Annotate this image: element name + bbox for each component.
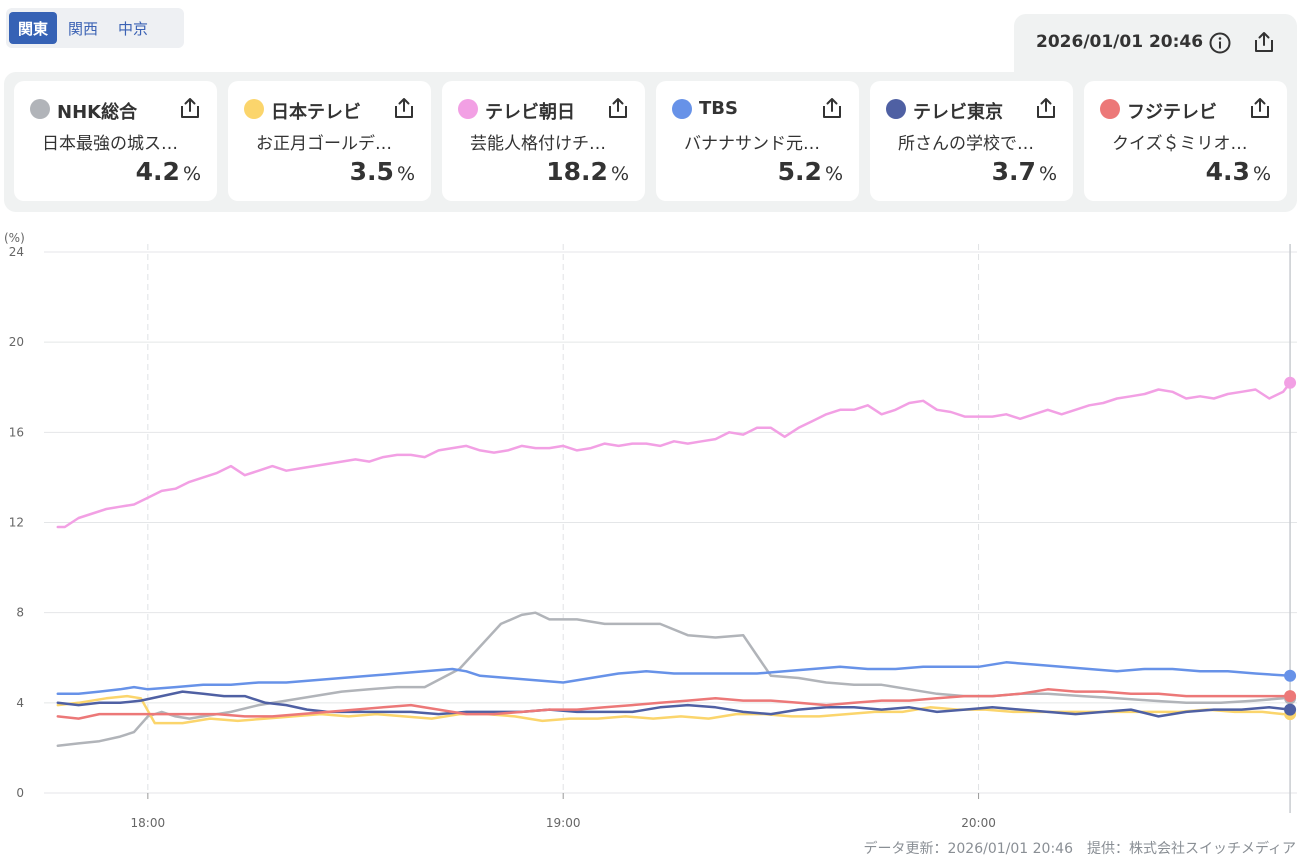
series-line [56,381,1292,529]
series-line [56,688,1292,720]
series-end-marker [1284,703,1297,716]
program-title: 芸能人格付けチ… [470,134,606,154]
series-end-marker [1284,376,1297,389]
region-tab-kansai[interactable]: 関西 [68,19,99,38]
channel-name: テレビ朝日 [485,102,575,123]
rating-value: 4.3% [1206,157,1271,186]
program-title: お正月ゴールデ… [256,134,392,154]
rating-unit: % [824,163,843,185]
x-tick-label: 19:00 [546,816,581,830]
rating-number: 4.3 [1205,157,1250,186]
channel-color-dot [672,99,692,119]
share-icon[interactable] [177,95,203,121]
channel-color-dot [1100,99,1120,119]
rating-value: 5.2% [778,157,843,186]
channel-name: NHK総合 [57,102,138,123]
channel-cards: NHK総合 日本最強の城ス… 4.2% 日本テレビ お正月ゴールデ… 3.5% … [10,81,1292,201]
ratings-panel: 2026/01/01 20:46 [4,14,1297,212]
y-tick-label: 0 [16,786,24,800]
series-line [56,661,1292,696]
channel-card-tv-tokyo[interactable]: テレビ東京 所さんの学校で… 3.7% [870,81,1073,201]
channel-card-tv-asahi[interactable]: テレビ朝日 芸能人格付けチ… 18.2% [442,81,645,201]
channel-name: フジテレビ [1127,102,1217,123]
channel-name: テレビ東京 [913,102,1003,123]
ratings-line-chart[interactable]: 0 4 8 12 16 20 24(%) 18:00 19:00 20:00 [0,225,1302,835]
region-tab-kanto[interactable]: 関東 [9,12,58,44]
rating-value: 3.7% [992,157,1057,186]
program-title: バナナサンド元… [684,134,820,154]
channel-name: TBS [699,98,738,119]
x-tick-label: 20:00 [961,816,996,830]
channel-color-dot [244,99,264,119]
rating-number: 4.2 [135,157,180,186]
share-icon[interactable] [1247,95,1273,121]
channel-name: 日本テレビ [271,102,361,123]
share-icon[interactable] [605,95,631,121]
y-tick-label: 24 [9,245,24,259]
region-tab-chukyo[interactable]: 中京 [118,19,149,38]
region-tabs: 関東 関西 中京 [6,8,184,48]
rating-unit: % [610,163,629,185]
y-tick-label: 20 [9,335,24,349]
channel-card-nhk[interactable]: NHK総合 日本最強の城ス… 4.2% [14,81,217,201]
channel-color-dot [886,99,906,119]
rating-value: 18.2% [546,157,629,186]
share-icon[interactable] [391,95,417,121]
ratings-chart-container: 0 4 8 12 16 20 24 (%) 18:00 19:00 20:00 [0,225,1302,835]
rating-unit: % [1038,163,1057,185]
y-axis-label: (%) [4,231,25,245]
channel-card-fuji-tv[interactable]: フジテレビ クイズ＄ミリオ… 4.3% [1084,81,1287,201]
share-icon[interactable] [1033,95,1059,121]
series-line [56,611,1285,747]
channel-color-dot [458,99,478,119]
channel-card-tbs[interactable]: TBS バナナサンド元… 5.2% [656,81,859,201]
y-tick-label: 8 [16,606,24,620]
rating-unit: % [396,163,415,185]
channel-card-ntv[interactable]: 日本テレビ お正月ゴールデ… 3.5% [228,81,431,201]
rating-unit: % [182,163,201,185]
series-line [56,694,1285,725]
rating-number: 5.2 [777,157,822,186]
rating-number: 3.5 [349,157,394,186]
share-icon[interactable] [1251,29,1277,55]
rating-value: 4.2% [136,157,201,186]
channel-color-dot [30,99,50,119]
info-icon[interactable] [1207,30,1233,56]
program-title: 日本最強の城ス… [42,134,178,154]
series-end-marker [1284,690,1297,703]
share-icon[interactable] [819,95,845,121]
data-source-footer: データ更新：2026/01/01 20:46 提供：株式会社スイッチメディア [863,841,1296,857]
rating-value: 3.5% [350,157,415,186]
rating-number: 18.2 [546,157,608,186]
current-datetime: 2026/01/01 20:46 [1036,32,1204,52]
program-title: 所さんの学校で… [898,134,1034,154]
series-line [56,690,1292,718]
rating-number: 3.7 [991,157,1036,186]
series-end-marker [1284,669,1297,682]
y-tick-label: 12 [9,516,24,530]
cards-background [4,72,1297,212]
rating-unit: % [1252,163,1271,185]
y-tick-label: 4 [16,696,24,710]
y-tick-label: 16 [9,425,24,439]
x-tick-label: 18:00 [131,816,166,830]
program-title: クイズ＄ミリオ… [1112,134,1248,154]
